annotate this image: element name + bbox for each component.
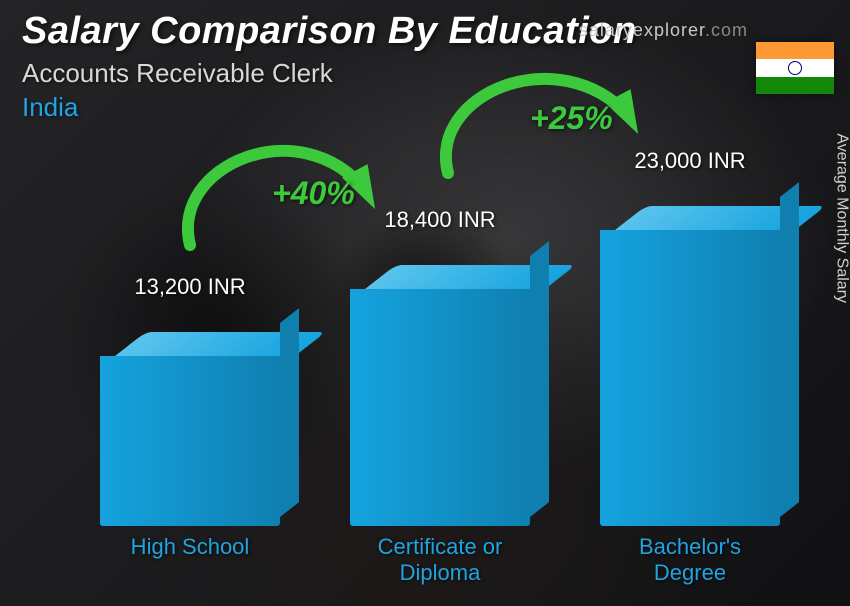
- chart-title: Salary Comparison By Education: [22, 10, 637, 53]
- bar-body: [100, 332, 280, 526]
- bar-front-face: [600, 230, 780, 526]
- bar-category-label: Certificate orDiploma: [378, 534, 503, 587]
- bar-front-face: [350, 289, 530, 526]
- bar-2: 23,000 INRBachelor'sDegree: [600, 206, 780, 526]
- bar-body: [600, 206, 780, 526]
- bar-1: 18,400 INRCertificate orDiploma: [350, 265, 530, 526]
- bar-front-face: [100, 356, 280, 526]
- bar-value-label: 18,400 INR: [384, 207, 495, 233]
- brand-watermark: salaryexplorer.com: [579, 20, 748, 41]
- bar-value-label: 23,000 INR: [634, 148, 745, 174]
- content-layer: Salary Comparison By Education Accounts …: [0, 0, 850, 606]
- bar-chart: 13,200 INRHigh School18,400 INRCertifica…: [60, 140, 790, 586]
- bar-0: 13,200 INRHigh School: [100, 332, 280, 526]
- brand-domain: .com: [705, 20, 748, 40]
- brand-text: salaryexplorer: [579, 20, 705, 40]
- growth-pct-label-0: +40%: [272, 175, 355, 212]
- bar-value-label: 13,200 INR: [134, 274, 245, 300]
- india-flag-icon: [756, 42, 834, 94]
- country-label: India: [22, 92, 78, 123]
- growth-pct-label-1: +25%: [530, 100, 613, 137]
- bar-side-face: [780, 182, 799, 517]
- flag-chakra-icon: [788, 61, 802, 75]
- flag-stripe-saffron: [756, 42, 834, 59]
- flag-stripe-green: [756, 77, 834, 94]
- bar-category-label: High School: [131, 534, 250, 560]
- y-axis-label: Average Monthly Salary: [833, 133, 850, 303]
- bar-body: [350, 265, 530, 526]
- chart-subtitle: Accounts Receivable Clerk: [22, 58, 333, 89]
- bar-category-label: Bachelor'sDegree: [639, 534, 741, 587]
- flag-stripe-white: [756, 59, 834, 76]
- bar-side-face: [530, 241, 549, 517]
- bar-side-face: [280, 308, 299, 517]
